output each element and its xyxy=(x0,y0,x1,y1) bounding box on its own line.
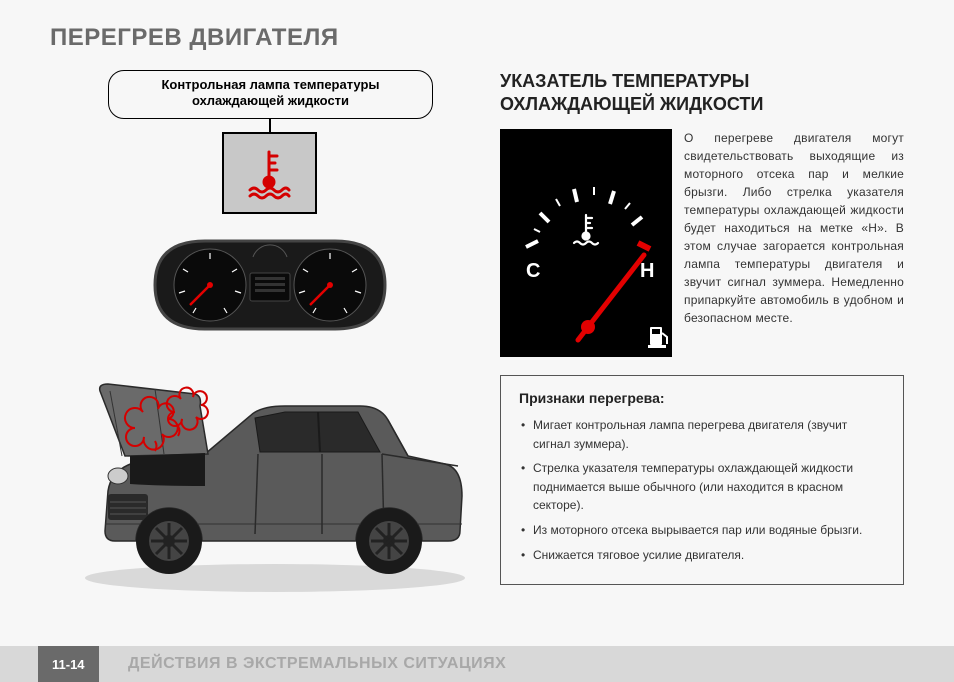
subsection-title: УКАЗАТЕЛЬ ТЕМПЕРАТУРЫ ОХЛАЖДАЮЩЕЙ ЖИДКОС… xyxy=(500,70,904,115)
illustration-area: Контрольная лампа температуры охлаждающе… xyxy=(50,70,480,590)
instrument-cluster xyxy=(145,233,395,338)
vehicle-illustration xyxy=(60,356,480,606)
page-footer: 11-14 ДЕЙСТВИЯ В ЭКСТРЕМАЛЬНЫХ СИТУАЦИЯХ xyxy=(0,646,954,682)
coolant-icon-box xyxy=(222,132,317,214)
page-number: 11-14 xyxy=(38,646,99,682)
list-item: Стрелка указателя температуры охлаждающе… xyxy=(519,459,885,515)
sub-title-line1: УКАЗАТЕЛЬ ТЕМПЕРАТУРЫ xyxy=(500,71,749,91)
list-item: Снижается тяговое усилие двигателя. xyxy=(519,546,885,565)
temperature-gauge-illustration: C H xyxy=(500,129,672,357)
sub-title-line2: ОХЛАЖДАЮЩЕЙ ЖИДКОСТИ xyxy=(500,94,763,114)
list-item: Мигает контрольная лампа перегрева двига… xyxy=(519,416,885,453)
symptoms-box: Признаки перегрева: Мигает контрольная л… xyxy=(500,375,904,585)
coolant-temp-warning-icon xyxy=(242,146,297,201)
page-title: ПЕРЕГРЕВ ДВИГАТЕЛЯ xyxy=(50,24,904,52)
callout-line1: Контрольная лампа температуры xyxy=(161,77,379,92)
coolant-lamp-callout: Контрольная лампа температуры охлаждающе… xyxy=(108,70,433,119)
callout-line2: охлаждающей жидкости xyxy=(192,93,349,108)
body-paragraph: О перегреве двигателя могут свидетельств… xyxy=(684,129,904,357)
section-name: ДЕЙСТВИЯ В ЭКСТРЕМАЛЬНЫХ СИТУАЦИЯХ xyxy=(128,655,506,673)
gauge-cold-label: C xyxy=(526,260,540,282)
symptoms-list: Мигает контрольная лампа перегрева двига… xyxy=(519,416,885,564)
symptoms-title: Признаки перегрева: xyxy=(519,390,885,406)
gauge-hot-label: H xyxy=(640,260,654,282)
list-item: Из моторного отсека вырывается пар или в… xyxy=(519,521,885,540)
